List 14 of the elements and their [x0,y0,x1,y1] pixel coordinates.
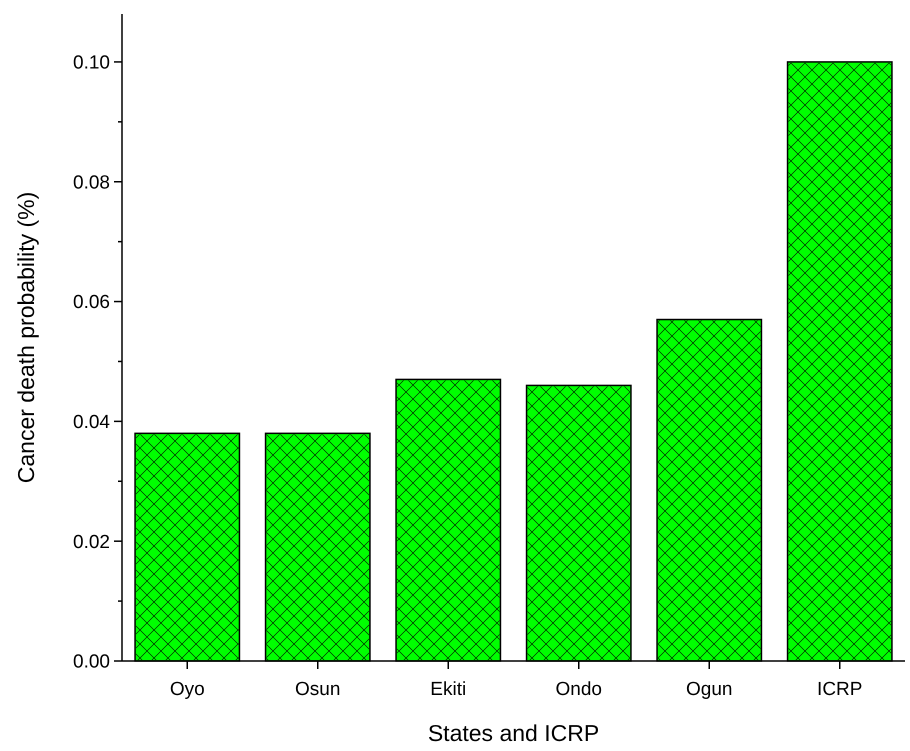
x-tick-label: Oyo [170,679,205,700]
y-tick-label: 0.08 [73,172,110,194]
x-tick-label: Ekiti [430,679,466,700]
x-tick-label: Ondo [556,679,602,700]
y-tick-label: 0.06 [73,292,110,314]
x-tick-label: Osun [295,679,340,700]
y-tick-label: 0.02 [73,532,110,553]
y-tick-label: 0.10 [73,52,110,74]
x-tick-label: Ogun [686,679,732,700]
y-axis-title: Cancer death probability (%) [13,192,39,484]
x-tick-label: ICRP [817,679,862,700]
y-tick-label: 0.04 [73,412,110,434]
y-tick-label: 0.00 [73,652,110,673]
x-axis-title: States and ICRP [428,720,600,746]
